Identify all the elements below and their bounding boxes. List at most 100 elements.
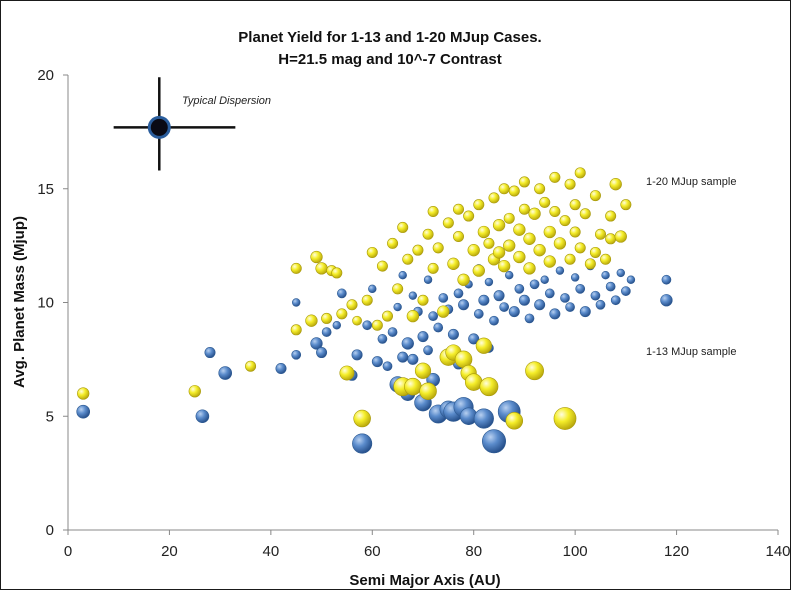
data-point [489, 315, 499, 326]
data-point [564, 178, 576, 190]
series-s1_20 [77, 167, 632, 430]
data-point [503, 212, 515, 224]
data-point [543, 255, 556, 268]
data-point [463, 210, 475, 222]
data-point [291, 349, 302, 360]
dispersion-marker [113, 77, 236, 171]
data-point [398, 271, 407, 280]
y-axis-title: Avg. Planet Mass (Mjup) [11, 216, 28, 388]
data-point [447, 328, 459, 340]
data-point [467, 244, 480, 257]
data-point [422, 228, 434, 240]
data-point [245, 360, 257, 372]
data-point [549, 308, 561, 320]
data-point [366, 246, 378, 258]
data-point [555, 266, 565, 275]
data-point [351, 349, 363, 361]
data-point [479, 377, 499, 397]
data-point [560, 293, 570, 303]
data-point [590, 290, 601, 301]
data-point [337, 288, 347, 299]
data-point [387, 327, 398, 337]
data-point [553, 237, 567, 250]
data-point [661, 274, 672, 285]
data-point [408, 291, 418, 300]
data-point [332, 321, 341, 330]
data-point [539, 196, 551, 208]
data-point [518, 176, 530, 188]
data-point [432, 242, 444, 254]
data-point [336, 308, 348, 320]
data-point [275, 362, 287, 374]
data-point [406, 309, 420, 323]
data-point [484, 277, 494, 287]
data-point [605, 281, 616, 292]
data-point [393, 302, 402, 312]
data-point [473, 199, 485, 211]
data-point [352, 315, 362, 326]
data-point [503, 239, 516, 252]
data-point [497, 259, 511, 273]
data-point [371, 319, 383, 331]
data-point [616, 268, 625, 278]
data-point [292, 298, 301, 307]
data-point [478, 294, 490, 306]
axes: 0 20 40 60 80 100 120 140 0 5 10 15 20 [37, 67, 790, 560]
data-point [549, 171, 561, 183]
data-point [492, 246, 506, 259]
data-point [368, 284, 377, 294]
data-point [525, 361, 544, 381]
x-tick-label: 0 [64, 543, 72, 560]
y-tick-label: 10 [37, 295, 54, 312]
data-point [427, 206, 439, 218]
data-point [382, 361, 393, 372]
series-layer [76, 167, 673, 454]
data-point [570, 273, 580, 282]
data-point [438, 293, 449, 303]
x-axis-title: Semi Major Axis (AU) [349, 572, 500, 589]
data-point [621, 286, 631, 296]
data-point [428, 311, 438, 322]
data-point [316, 347, 328, 359]
data-point [472, 264, 485, 277]
data-point [529, 279, 540, 290]
data-point [195, 409, 210, 424]
data-point [331, 267, 343, 279]
x-tick-label: 80 [465, 543, 482, 560]
data-point [305, 314, 318, 327]
data-point [417, 331, 429, 343]
data-point [447, 257, 460, 270]
data-point [397, 221, 409, 233]
data-point [626, 275, 636, 284]
data-point [310, 337, 323, 350]
data-point [574, 242, 586, 254]
data-point [442, 217, 454, 229]
data-point [609, 178, 622, 191]
series-label-1-13: 1-13 MJup sample [646, 346, 737, 358]
data-point [579, 306, 591, 318]
data-point [574, 167, 586, 179]
data-point [321, 312, 333, 324]
data-point [605, 233, 617, 245]
data-point [321, 327, 332, 337]
x-tick-label: 20 [161, 543, 178, 560]
data-point [533, 244, 546, 257]
data-point [523, 232, 536, 245]
data-point [492, 218, 506, 232]
data-point [569, 199, 581, 211]
data-point [397, 351, 409, 363]
data-point [579, 208, 591, 220]
data-point [392, 283, 404, 295]
data-point [589, 190, 601, 202]
y-tick-label: 20 [37, 67, 54, 84]
data-point [534, 299, 546, 311]
data-point [352, 433, 373, 454]
y-tick-label: 15 [37, 181, 54, 198]
data-point [473, 309, 484, 319]
series-s1_13 [76, 261, 673, 454]
data-point [404, 377, 422, 396]
data-point [594, 228, 606, 240]
data-point [569, 226, 581, 238]
data-point [514, 284, 525, 294]
